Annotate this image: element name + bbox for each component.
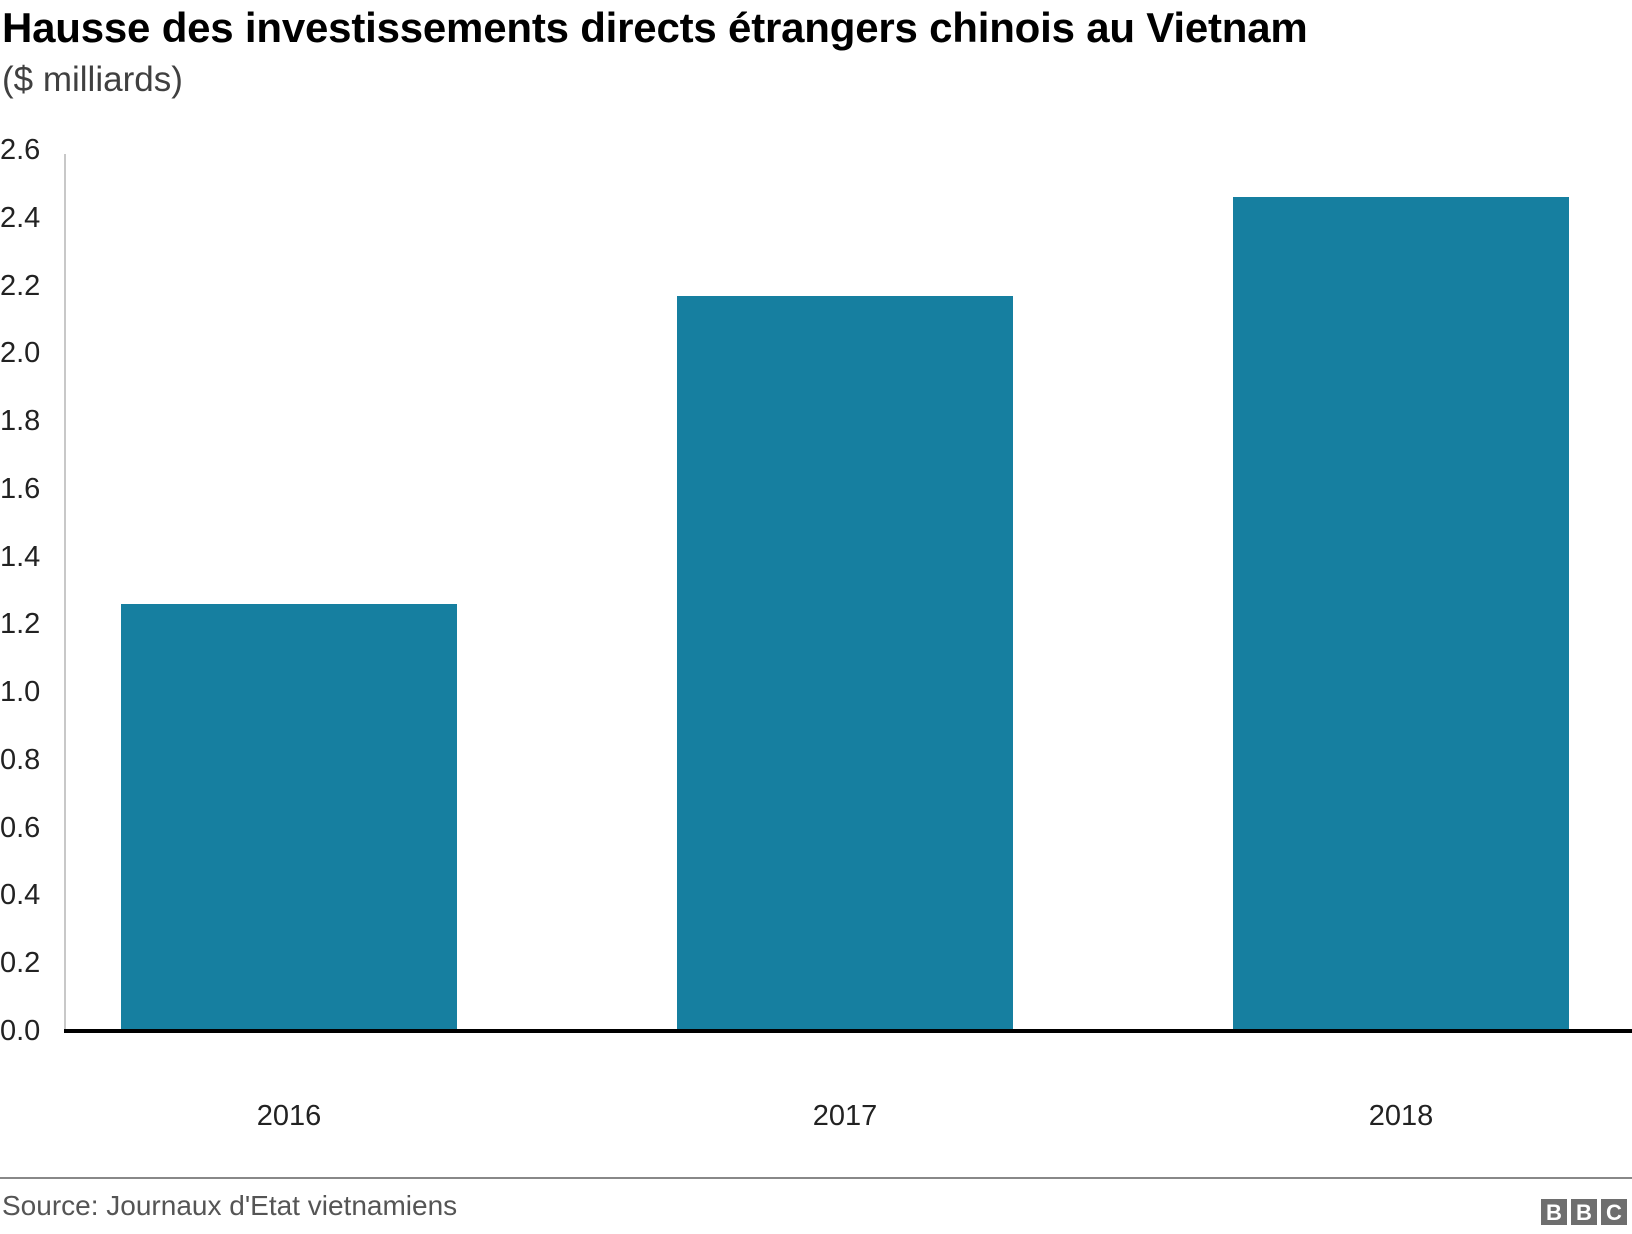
y-tick-label: 2.6 — [0, 134, 41, 166]
y-axis-line — [64, 154, 66, 1030]
footer-divider — [0, 1177, 1632, 1179]
bbc-logo-letter: B — [1571, 1199, 1597, 1225]
bbc-logo-letter: C — [1601, 1199, 1627, 1225]
y-tick-label: 0.8 — [0, 743, 41, 776]
x-tick-label: 2017 — [812, 1100, 878, 1132]
x-tick-label: 2018 — [1368, 1100, 1434, 1132]
y-tick-label: 2.0 — [0, 337, 41, 370]
y-tick-label: 2.4 — [0, 201, 41, 234]
bar-2017 — [677, 295, 1013, 1031]
x-tick-label: 2016 — [256, 1100, 322, 1132]
y-tick-label: 2.2 — [0, 269, 41, 302]
bbc-logo-letter: B — [1541, 1199, 1567, 1225]
chart-title: Hausse des investissements directs étran… — [2, 4, 1308, 51]
bbc-logo: B B C — [1541, 1199, 1627, 1225]
chart-subtitle: ($ milliards) — [2, 60, 183, 99]
y-tick-label: 1.0 — [0, 676, 41, 709]
bar-2018 — [1233, 197, 1569, 1031]
y-tick-label: 0.4 — [0, 879, 41, 912]
y-tick-label: 0.6 — [0, 811, 41, 844]
y-tick-label: 1.6 — [0, 472, 41, 505]
bar-2016 — [121, 604, 457, 1031]
y-tick-label: 1.8 — [0, 405, 41, 438]
y-tick-label: 1.4 — [0, 540, 41, 573]
y-tick-label: 0.2 — [0, 947, 41, 980]
x-axis-baseline — [64, 1029, 1632, 1033]
source-note: Source: Journaux d'Etat vietnamiens — [2, 1190, 458, 1221]
y-tick-label: 1.2 — [0, 608, 41, 641]
y-tick-label: 0.0 — [0, 1015, 41, 1047]
